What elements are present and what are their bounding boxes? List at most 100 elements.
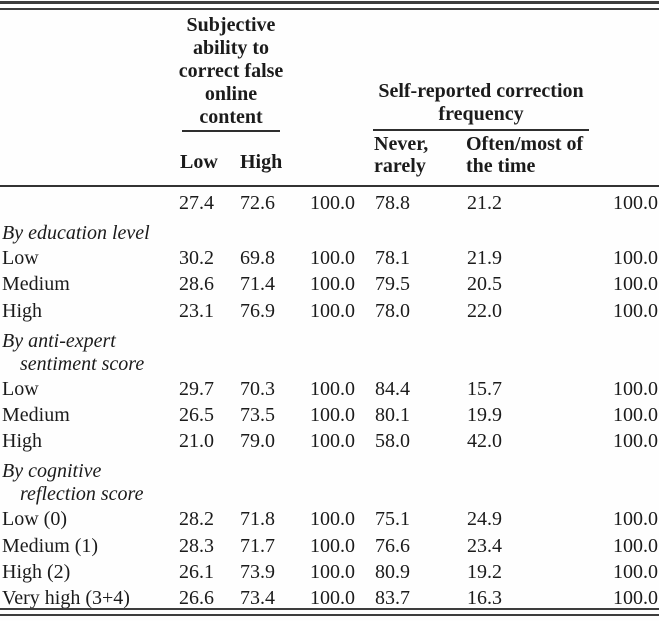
cell-value: 100.0 — [613, 586, 658, 609]
row-label — [0, 190, 177, 216]
cell-value: 100.0 — [310, 508, 355, 531]
row-label: High (2) — [2, 560, 71, 583]
row-label: Very high (3+4) — [2, 586, 130, 609]
cell-value: 100.0 — [310, 586, 355, 609]
cell-value: 16.3 — [467, 586, 502, 609]
top-rule-outer — [0, 1, 659, 4]
cell-value: 22.0 — [467, 299, 502, 322]
table-row: 27.4 72.6 100.0 78.8 21.2 100.0 — [0, 190, 659, 216]
row-label: Medium — [2, 403, 70, 426]
cell-value: 100.0 — [310, 247, 355, 270]
bottom-rule-inner — [0, 614, 659, 616]
cell-value: 100.0 — [310, 192, 355, 214]
cell-value: 24.9 — [467, 508, 502, 531]
table-row: Low (0) 28.2 71.8 100.0 75.1 24.9 100.0 — [0, 506, 659, 532]
table-row: High 23.1 76.9 100.0 78.0 22.0 100.0 — [0, 298, 659, 324]
cell-value: 72.6 — [240, 192, 275, 214]
cell-value: 23.1 — [179, 299, 214, 322]
table-section-row: By education level — [0, 216, 659, 245]
cell-value: 21.9 — [467, 247, 502, 270]
row-label: High — [2, 430, 42, 453]
column-header-low: Low — [180, 151, 218, 173]
column-header-often-most: Often/most of the time — [466, 133, 584, 177]
section-label: By cognitive — [2, 460, 102, 483]
cell-value: 100.0 — [310, 377, 355, 400]
column-header-high: High — [240, 151, 283, 173]
cell-value: 42.0 — [467, 430, 502, 453]
table-row: High (2) 26.1 73.9 100.0 80.9 19.2 100.0 — [0, 559, 659, 585]
section-label: By anti-expert — [2, 329, 116, 352]
cell-value: 100.0 — [613, 247, 658, 270]
cell-value: 100.0 — [310, 534, 355, 557]
cell-value: 30.2 — [179, 247, 214, 270]
cell-value: 58.0 — [375, 430, 410, 453]
cell-value: 78.8 — [375, 192, 410, 214]
cell-value: 80.9 — [375, 560, 410, 583]
cell-value: 70.3 — [240, 377, 275, 400]
cell-value: 69.8 — [240, 247, 275, 270]
cell-value: 84.4 — [375, 377, 410, 400]
cell-value: 100.0 — [310, 430, 355, 453]
cell-value: 76.6 — [375, 534, 410, 557]
cell-value: 100.0 — [613, 430, 658, 453]
cell-value: 100.0 — [613, 534, 658, 557]
cell-value: 21.2 — [467, 192, 502, 214]
cell-value: 73.4 — [240, 586, 275, 609]
row-label: Medium (1) — [2, 534, 99, 557]
section-label: sentiment score — [20, 352, 145, 375]
column-group-title-subjective-ability: Subjective ability to correct false onli… — [178, 14, 284, 128]
section-label: reflection score — [20, 483, 144, 506]
cell-value: 26.6 — [179, 586, 214, 609]
cell-value: 26.5 — [179, 403, 214, 426]
cell-value: 100.0 — [613, 508, 658, 531]
spanner-underline-correction-frequency — [373, 129, 589, 131]
cell-value: 100.0 — [613, 403, 658, 426]
cell-value: 83.7 — [375, 586, 410, 609]
cell-value: 71.4 — [240, 273, 275, 296]
table-row: Very high (3+4) 26.6 73.4 100.0 83.7 16.3 100.… — [0, 585, 659, 611]
cell-value: 78.0 — [375, 299, 410, 322]
table-row: High 21.0 79.0 100.0 58.0 42.0 100.0 — [0, 428, 659, 454]
table-body: 27.4 72.6 100.0 78.8 21.2 100.0 By education l… — [0, 190, 659, 611]
cell-value: 75.1 — [375, 508, 410, 531]
table-row: Low 29.7 70.3 100.0 84.4 15.7 100.0 — [0, 376, 659, 402]
cell-value: 28.2 — [179, 508, 214, 531]
cell-value: 20.5 — [467, 273, 502, 296]
cell-value: 76.9 — [240, 299, 275, 322]
column-header-never-rarely: Never, rarely — [374, 133, 429, 177]
row-label: High — [2, 299, 42, 322]
cell-value: 73.5 — [240, 403, 275, 426]
cell-value: 100.0 — [310, 299, 355, 322]
header-body-divider-rule — [0, 185, 659, 187]
cell-value: 29.7 — [179, 377, 214, 400]
cell-value: 28.3 — [179, 534, 214, 557]
cell-value: 100.0 — [310, 403, 355, 426]
row-label: Low — [2, 377, 39, 400]
cell-value: 19.9 — [467, 403, 502, 426]
cell-value: 28.6 — [179, 273, 214, 296]
cell-value: 100.0 — [613, 192, 658, 214]
cell-value: 23.4 — [467, 534, 502, 557]
cell-value: 100.0 — [310, 560, 355, 583]
table-section-row: By anti-expert sentiment score — [0, 324, 659, 376]
cell-value: 78.1 — [375, 247, 410, 270]
section-label: By education level — [2, 222, 150, 245]
row-label: Medium — [2, 273, 70, 296]
row-label: Low — [2, 247, 39, 270]
cell-value: 71.7 — [240, 534, 275, 557]
cell-value: 15.7 — [467, 377, 502, 400]
cell-value: 100.0 — [310, 273, 355, 296]
cell-value: 21.0 — [179, 430, 214, 453]
cell-value: 100.0 — [613, 560, 658, 583]
cell-value: 100.0 — [613, 273, 658, 296]
cell-value: 73.9 — [240, 560, 275, 583]
table-row: Medium 28.6 71.4 100.0 79.5 20.5 100.0 — [0, 271, 659, 297]
cell-value: 71.8 — [240, 508, 275, 531]
table-row: Low 30.2 69.8 100.0 78.1 21.9 100.0 — [0, 245, 659, 271]
spanner-underline-subjective-ability — [182, 130, 280, 132]
cell-value: 100.0 — [613, 377, 658, 400]
cell-value: 79.5 — [375, 273, 410, 296]
cell-value: 80.1 — [375, 403, 410, 426]
table-row: Medium (1) 28.3 71.7 100.0 76.6 23.4 100.0 — [0, 533, 659, 559]
